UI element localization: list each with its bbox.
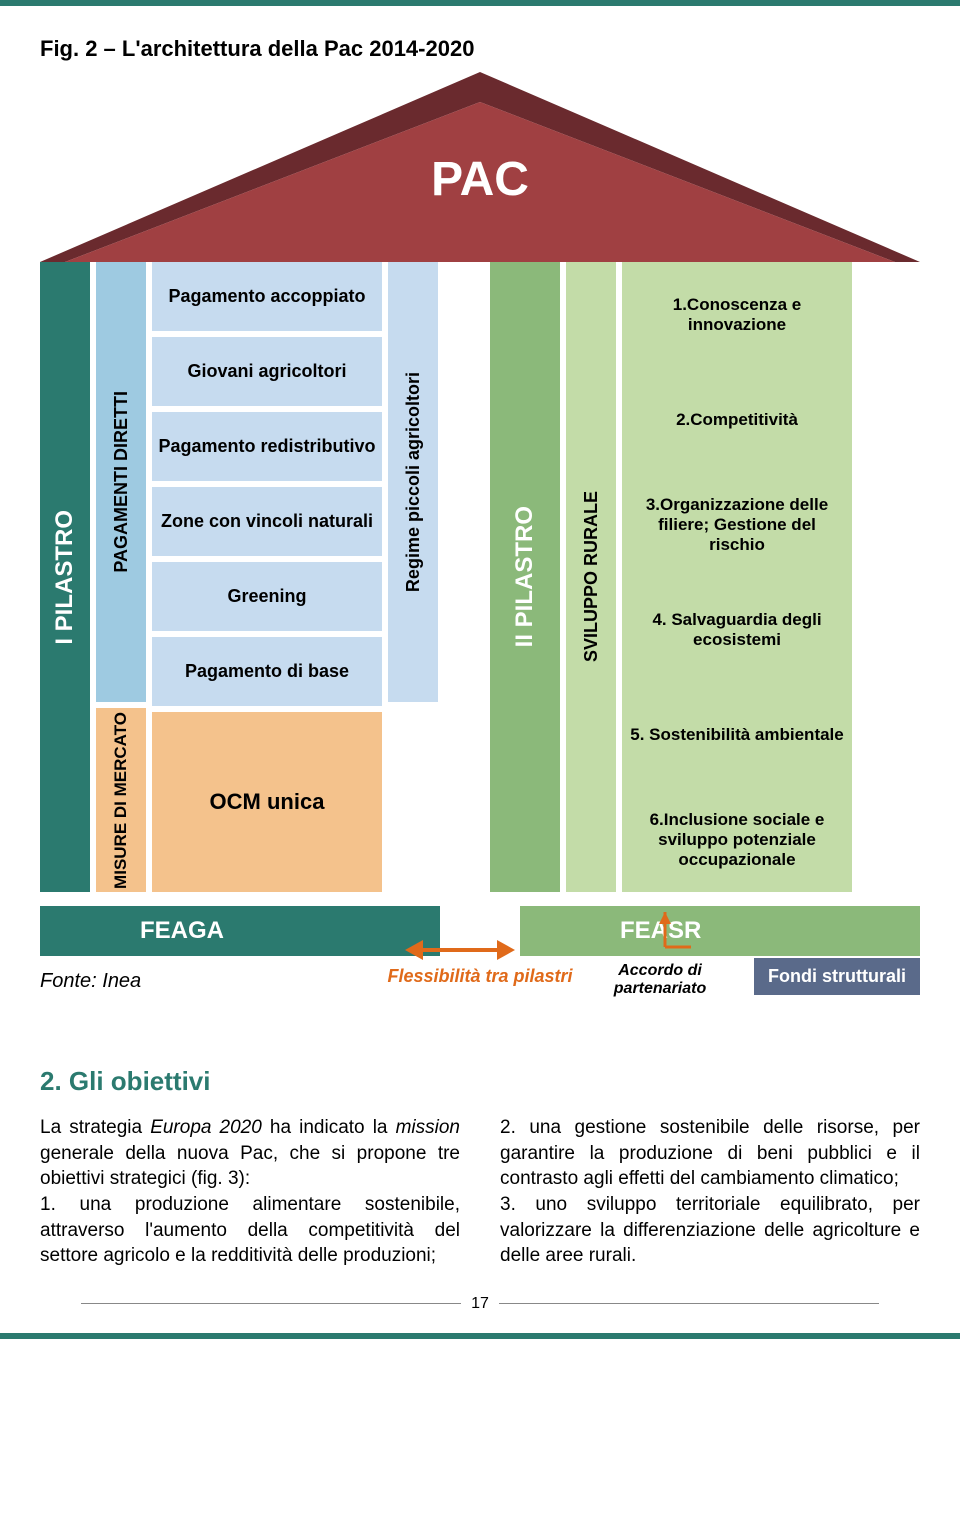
page-number: 17: [40, 1295, 920, 1313]
fondi-strutturali: Fondi strutturali: [754, 958, 920, 995]
priority-item: 4. Salvaguardia degli ecosistemi: [622, 577, 852, 682]
payment-box: Pagamento redistributivo: [152, 412, 382, 481]
accordo-label: Accordo di partenariato: [600, 962, 720, 998]
figure-source: Fonte: Inea: [40, 970, 141, 993]
roof-label: PAC: [40, 152, 920, 207]
payments-column: Pagamento accoppiato Giovani agricoltori…: [152, 262, 382, 892]
priority-item: 5. Sostenibilità ambientale: [622, 682, 852, 787]
priority-item: 1.Conoscenza e innovazione: [622, 262, 852, 367]
section-title: 2. Gli obiettivi: [40, 1066, 920, 1097]
sviluppo-label: SVILUPPO RURALE: [566, 262, 616, 892]
pillar-1: I PILASTRO: [40, 262, 90, 892]
payment-box: Pagamento accoppiato: [152, 262, 382, 331]
payment-box: Greening: [152, 562, 382, 631]
priority-item: 3.Organizzazione delle filiere; Gestione…: [622, 472, 852, 577]
payment-box: Giovani agricoltori: [152, 337, 382, 406]
pillar-2: II PILASTRO: [490, 262, 560, 892]
body-text: La strategia Europa 2020 ha indicato la …: [40, 1115, 920, 1269]
pac-diagram: PAC I PILASTRO PAGAMENTI DIRETTI MISURE …: [40, 72, 920, 1026]
figure-title: Fig. 2 – L'architettura della Pac 2014-2…: [40, 36, 920, 62]
payment-box: Pagamento di base: [152, 637, 382, 706]
priorities-column: 1.Conoscenza e innovazione 2.Competitivi…: [622, 262, 852, 892]
ocm-box: OCM unica: [152, 712, 382, 892]
payment-box: Zone con vincoli naturali: [152, 487, 382, 556]
pillar-1-sublabels: PAGAMENTI DIRETTI MISURE DI MERCATO: [96, 262, 146, 892]
priority-item: 2.Competitività: [622, 367, 852, 472]
roof: PAC: [40, 72, 920, 262]
regime-label: Regime piccoli agricoltori: [388, 262, 438, 702]
priority-item: 6.Inclusione sociale e sviluppo potenzia…: [622, 787, 852, 892]
